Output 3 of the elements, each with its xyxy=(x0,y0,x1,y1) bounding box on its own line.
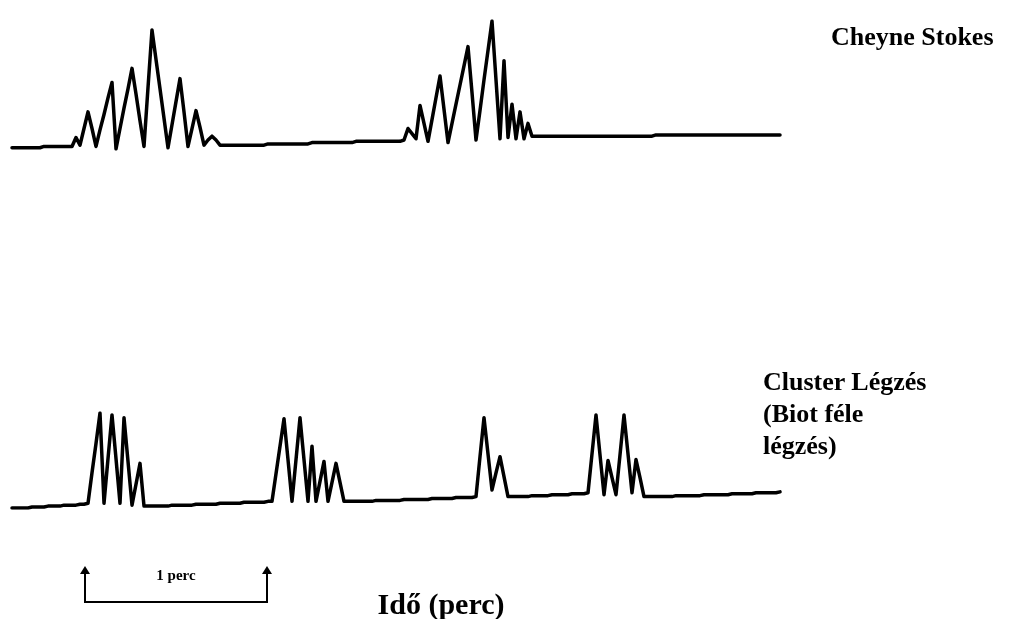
text: Cheyne Stokes xyxy=(831,21,994,51)
series-label: Cluster Légzés (Biot féle légzés) xyxy=(763,366,933,460)
text: 1 perc xyxy=(156,567,196,583)
